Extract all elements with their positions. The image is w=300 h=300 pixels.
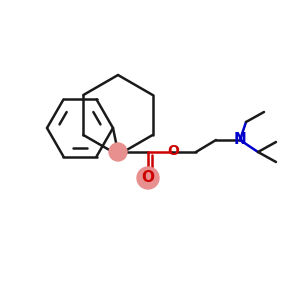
Text: O: O <box>167 144 179 158</box>
Circle shape <box>137 167 159 189</box>
Text: N: N <box>234 133 246 148</box>
Circle shape <box>109 143 127 161</box>
Text: O: O <box>142 170 154 185</box>
